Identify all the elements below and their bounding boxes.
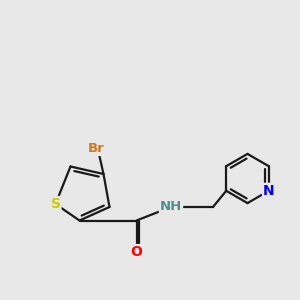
Text: O: O — [130, 245, 142, 259]
Text: Br: Br — [88, 142, 104, 155]
Text: N: N — [263, 184, 275, 198]
Text: S: S — [50, 197, 61, 211]
Text: NH: NH — [160, 200, 182, 214]
